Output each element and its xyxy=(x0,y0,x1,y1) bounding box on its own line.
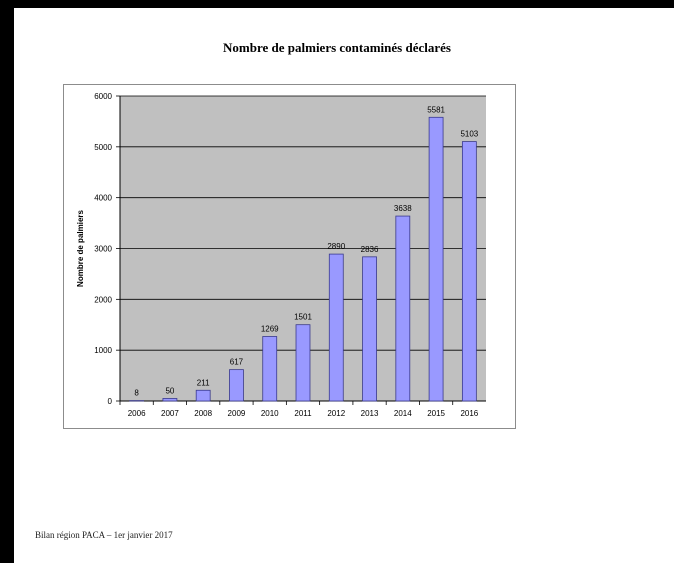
data-label-2008: 211 xyxy=(197,378,210,387)
bar-2015 xyxy=(428,116,444,402)
bar-2007 xyxy=(162,398,178,402)
data-label-2012: 2890 xyxy=(327,242,345,251)
y-tick-label: 6000 xyxy=(94,92,112,101)
x-tick-label-2010: 2010 xyxy=(261,409,279,418)
y-tick-label: 5000 xyxy=(94,143,112,152)
data-label-2007: 50 xyxy=(165,386,174,395)
data-label-2014: 3638 xyxy=(394,204,412,213)
x-tick-label-2011: 2011 xyxy=(294,409,312,418)
x-tick-label-2012: 2012 xyxy=(327,409,345,418)
footer-text: Bilan région PACA – 1er janvier 2017 xyxy=(35,530,173,540)
bar-2008 xyxy=(195,389,211,402)
x-tick-label-2016: 2016 xyxy=(460,409,478,418)
data-label-2016: 5103 xyxy=(460,130,478,139)
bar-2013 xyxy=(362,256,377,402)
bar-2014 xyxy=(395,215,411,402)
y-tick-label: 0 xyxy=(108,397,113,406)
data-label-2013: 2836 xyxy=(361,245,379,254)
y-axis-label: Nombre de palmiers xyxy=(76,209,85,286)
y-tick-label: 3000 xyxy=(94,245,112,254)
x-tick-label-2015: 2015 xyxy=(427,409,445,418)
x-tick-label-2006: 2006 xyxy=(128,409,146,418)
x-tick-label-2009: 2009 xyxy=(228,409,246,418)
bar-2010 xyxy=(262,336,278,402)
bar-2009 xyxy=(229,369,244,402)
y-tick-label: 1000 xyxy=(94,346,112,355)
bar-chart: 0 1000 2000 3000 4000 5000 6000 Nombre de palmi… xyxy=(76,92,486,418)
x-tick-label-2007: 2007 xyxy=(161,409,179,418)
bar-2012 xyxy=(328,253,344,402)
bar-2011 xyxy=(295,324,311,402)
bar-2016 xyxy=(461,141,477,402)
y-tick-label: 2000 xyxy=(94,295,112,304)
x-tick-label-2008: 2008 xyxy=(194,409,212,418)
data-label-2015: 5581 xyxy=(427,105,445,114)
chart-frame: 0 1000 2000 3000 4000 5000 6000 Nombre de palmi… xyxy=(63,84,516,429)
data-label-2011: 1501 xyxy=(294,313,312,322)
x-tick-label-2014: 2014 xyxy=(394,409,412,418)
data-label-2010: 1269 xyxy=(261,324,279,333)
chart-title: Nombre de palmiers contaminés déclarés xyxy=(223,40,451,55)
x-tick-label-2013: 2013 xyxy=(361,409,379,418)
data-label-2006: 8 xyxy=(134,389,139,398)
y-tick-label: 4000 xyxy=(94,194,112,203)
data-label-2009: 617 xyxy=(230,358,244,367)
